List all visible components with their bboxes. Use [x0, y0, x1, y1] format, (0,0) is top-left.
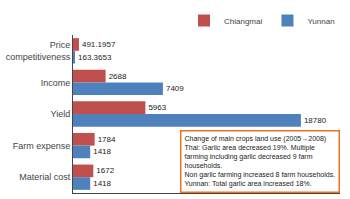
svg-text:Pricecompetitiveness: Pricecompetitiveness [6, 40, 71, 62]
svg-text:Farm expense: Farm expense [13, 141, 71, 151]
svg-text:Yunnan: Yunnan [307, 17, 334, 26]
svg-text:5963: 5963 [148, 103, 166, 112]
svg-text:Chiangmai: Chiangmai [224, 17, 262, 26]
svg-text:1672: 1672 [96, 166, 114, 175]
svg-text:Material cost: Material cost [19, 172, 71, 182]
svg-text:7409: 7409 [166, 84, 184, 93]
svg-text:Income: Income [41, 78, 71, 88]
svg-text:Change of main crops land use: Change of main crops land use (2005→2008… [185, 135, 336, 189]
svg-text:1784: 1784 [98, 135, 116, 144]
svg-text:18780: 18780 [304, 116, 327, 125]
svg-text:Yield: Yield [51, 109, 71, 119]
svg-text:2688: 2688 [109, 72, 127, 81]
svg-text:491.1957: 491.1957 [82, 40, 116, 49]
svg-text:1418: 1418 [93, 179, 111, 188]
svg-text:1418: 1418 [93, 147, 111, 156]
svg-text:163.3653: 163.3653 [78, 53, 112, 62]
